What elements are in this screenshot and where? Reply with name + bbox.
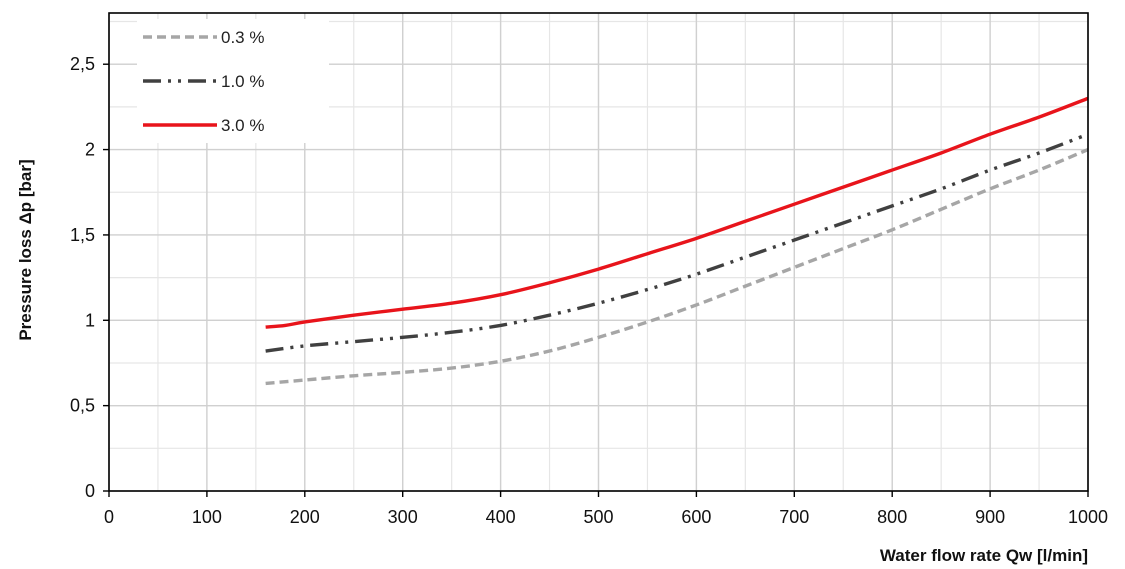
x-tick-label: 0 — [104, 507, 114, 527]
x-axis-ticks: 0 100 200 300 400 500 600 700 800 900 1000 — [104, 491, 1108, 527]
legend-label-1: 1.0 % — [221, 72, 264, 91]
x-axis-title: Water flow rate Qw [l/min] — [880, 546, 1088, 565]
x-tick-label: 800 — [877, 507, 907, 527]
y-tick-label: 2 — [85, 140, 95, 160]
x-tick-label: 200 — [290, 507, 320, 527]
y-axis-ticks: 0 0,5 1 1,5 2 2,5 — [70, 54, 109, 501]
series-line-0 — [265, 148, 1089, 386]
series-line-2 — [265, 96, 1089, 329]
x-tick-label: 700 — [779, 507, 809, 527]
series-lines — [265, 96, 1089, 386]
y-tick-label: 1,5 — [70, 225, 95, 245]
y-tick-label: 0 — [85, 481, 95, 501]
y-axis-title: Pressure loss Δp [bar] — [16, 159, 35, 340]
y-tick-label: 1 — [85, 310, 95, 330]
x-tick-label: 900 — [975, 507, 1005, 527]
series-line-1 — [265, 132, 1089, 353]
x-tick-label: 300 — [388, 507, 418, 527]
x-tick-label: 500 — [583, 507, 613, 527]
y-tick-label: 0,5 — [70, 396, 95, 416]
x-tick-label: 100 — [192, 507, 222, 527]
legend-label-2: 3.0 % — [221, 116, 264, 135]
x-tick-label: 600 — [681, 507, 711, 527]
y-tick-label: 2,5 — [70, 54, 95, 74]
x-tick-label: 400 — [486, 507, 516, 527]
legend: 0.3 % 1.0 % 3.0 % — [143, 28, 264, 135]
x-tick-label: 1000 — [1068, 507, 1108, 527]
legend-label-0: 0.3 % — [221, 28, 264, 47]
